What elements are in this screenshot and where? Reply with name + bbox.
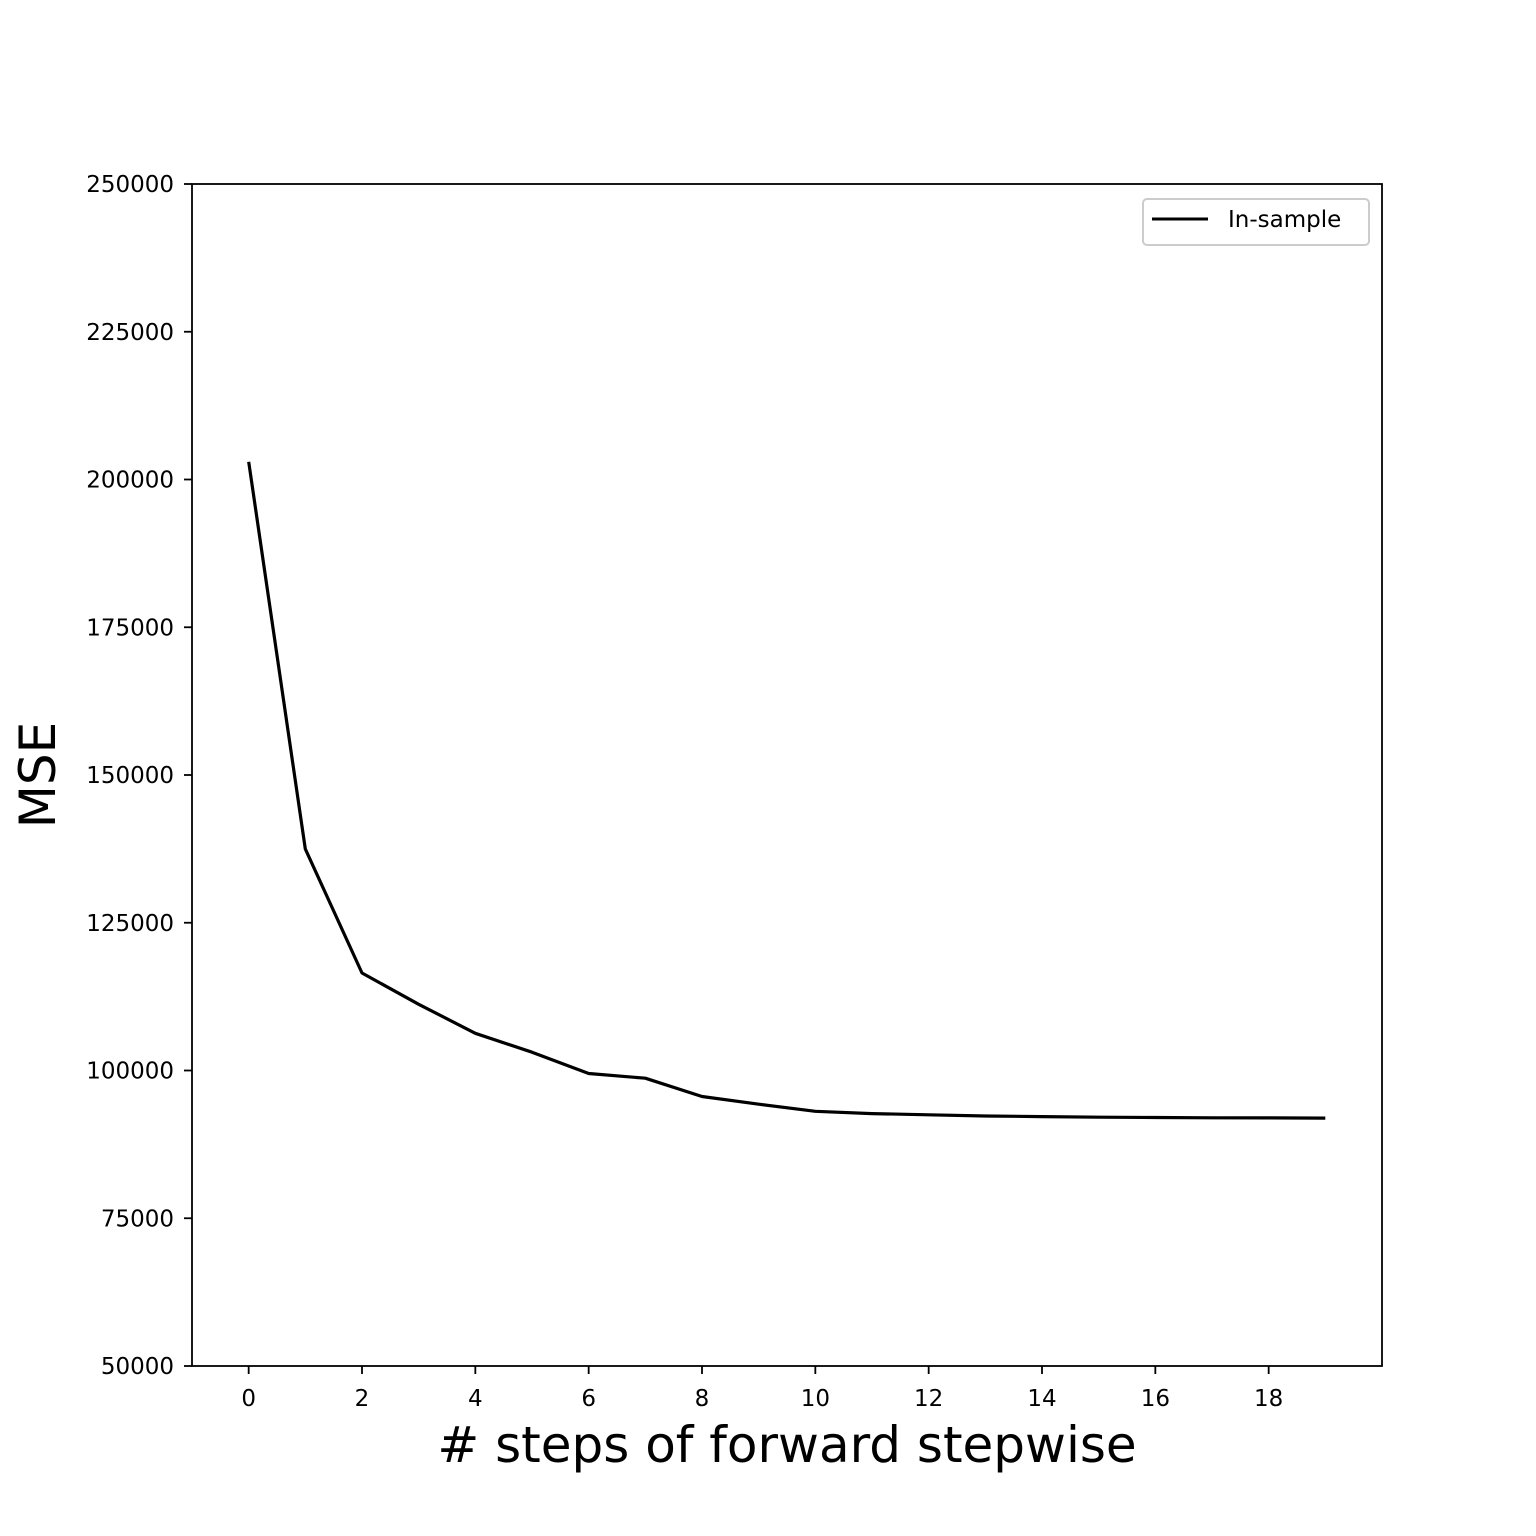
y-tick-label: 225000 <box>86 320 174 346</box>
y-axis-ticks: 50000 75000 100000 125000 150000 175000 200000… <box>86 172 192 1380</box>
x-tick-label: 16 <box>1141 1386 1170 1412</box>
y-tick-label: 50000 <box>101 1354 174 1380</box>
y-tick-label: 125000 <box>86 911 174 937</box>
x-tick-label: 6 <box>581 1386 596 1412</box>
x-tick-label: 4 <box>468 1386 483 1412</box>
x-tick-label: 18 <box>1254 1386 1283 1412</box>
x-axis-title: # steps of forward stepwise <box>437 1416 1136 1474</box>
x-tick-label: 12 <box>914 1386 943 1412</box>
legend-box <box>1142 198 1370 246</box>
x-tick-label: 2 <box>355 1386 370 1412</box>
y-tick-label: 100000 <box>86 1059 174 1085</box>
y-tick-label: 150000 <box>86 763 174 789</box>
plot-frame <box>191 183 1383 1367</box>
x-axis-ticks: 0 2 4 6 8 10 12 14 16 18 <box>241 1366 1283 1412</box>
series-line-in-sample <box>247 461 1326 1120</box>
y-tick-label: 200000 <box>86 468 174 494</box>
x-tick-label: 10 <box>801 1386 830 1412</box>
y-tick-label: 250000 <box>86 172 174 198</box>
x-tick-label: 8 <box>695 1386 710 1412</box>
y-tick-label: 75000 <box>101 1206 174 1232</box>
legend-label-in-sample: In-sample <box>1228 207 1341 233</box>
series-layer <box>247 461 1326 1120</box>
x-tick-label: 14 <box>1027 1386 1056 1412</box>
x-tick-label: 0 <box>241 1386 256 1412</box>
y-axis-title: MSE <box>9 722 67 828</box>
y-tick-label: 175000 <box>86 615 174 641</box>
legend: In-sample <box>1142 198 1370 246</box>
